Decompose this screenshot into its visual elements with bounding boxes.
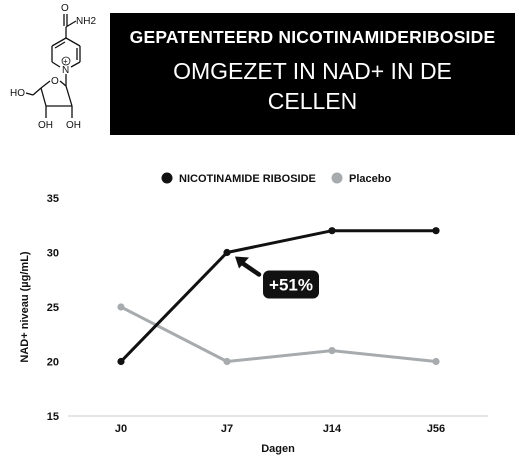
molecule-label-nh2: NH2 [76, 16, 96, 27]
legend-marker [161, 172, 173, 184]
data-point [117, 303, 125, 311]
chart-annotation: +51% [235, 256, 319, 299]
molecule-label-o: O [61, 3, 69, 14]
nicotinamide-riboside-structure: O NH2 N + HO O OH OH [10, 3, 96, 131]
data-point [328, 227, 336, 235]
molecule-label-n: N [62, 65, 69, 76]
y-tick-label: 35 [47, 193, 59, 205]
x-axis-title: Dagen [261, 443, 295, 455]
series-line [119, 229, 436, 363]
molecule-label-oh-right: OH [66, 120, 81, 131]
legend-label: NICOTINAMIDE RIBOSIDE [179, 173, 316, 185]
y-tick-label: 20 [47, 357, 59, 369]
molecule-label-oh-left: OH [38, 120, 53, 131]
chart-legend: NICOTINAMIDE RIBOSIDE Placebo [161, 172, 391, 185]
y-tick-label: 15 [47, 411, 59, 423]
data-point [328, 347, 336, 355]
data-point [432, 227, 440, 235]
title-line-1: GEPATENTEERD NICOTINAMIDERIBOSIDE [129, 27, 496, 47]
x-tick-label: J7 [221, 423, 233, 435]
annotation-badge [263, 270, 319, 299]
chart-axes: 15 20 25 30 35 J0 J7 J14 J56 Dagen NAD+ niveau (µg… [19, 193, 488, 455]
title-line-3: CELLEN [267, 88, 358, 114]
x-tick-label: J56 [427, 423, 445, 435]
chart-series [117, 227, 440, 366]
annotation-label: +51% [269, 276, 313, 295]
y-tick-label: 25 [47, 302, 59, 314]
data-point [432, 357, 440, 366]
molecule-label-ho: HO [10, 88, 25, 99]
y-tick-label: 30 [47, 248, 59, 260]
y-axis-title: NAD+ niveau (µg/mL) [19, 251, 31, 362]
data-point [223, 357, 231, 366]
legend-label: Placebo [349, 173, 391, 185]
nad-level-line-chart: NICOTINAMIDE RIBOSIDE Placebo 15 20 25 30 35 J… [19, 172, 488, 455]
x-tick-label: J14 [323, 423, 342, 435]
x-tick-label: J0 [115, 423, 127, 435]
molecule-label-plus: + [63, 57, 68, 66]
molecule-label-ring-o: O [51, 76, 59, 87]
data-point [117, 357, 125, 366]
title-banner: GEPATENTEERD NICOTINAMIDERIBOSIDE OMGEZE… [110, 13, 515, 135]
title-line-2: OMGEZET IN NAD+ IN DE [173, 58, 452, 84]
series-line [120, 305, 437, 363]
annotation-arrowhead [235, 256, 249, 269]
data-point [223, 248, 231, 257]
legend-marker [331, 172, 343, 184]
